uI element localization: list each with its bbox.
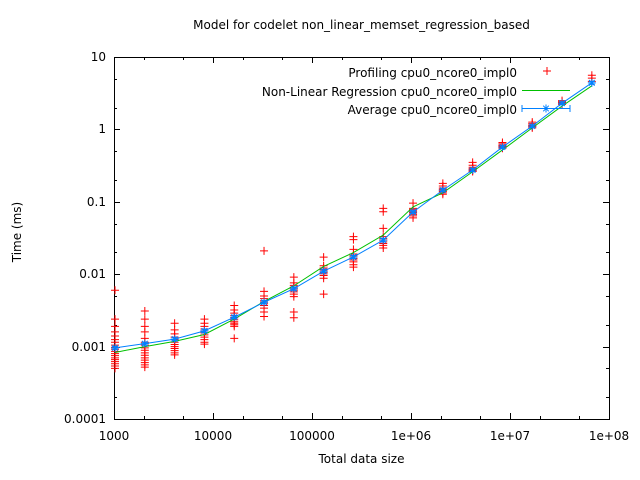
svg-text:0.0001: 0.0001 <box>64 412 106 426</box>
legend: Profiling cpu0_ncore0_impl0 Non-Linear R… <box>262 64 517 120</box>
x-axis-label: Total data size <box>318 452 405 466</box>
legend-item-regression: Non-Linear Regression cpu0_ncore0_impl0 <box>261 84 517 99</box>
svg-text:1e+06: 1e+06 <box>391 429 431 443</box>
svg-text:1000: 1000 <box>99 429 130 443</box>
chart-title: Model for codelet non_linear_memset_regr… <box>193 18 530 32</box>
legend-item-profiling: Profiling cpu0_ncore0_impl0 <box>348 66 517 80</box>
svg-text:1e+07: 1e+07 <box>490 429 530 443</box>
svg-text:1: 1 <box>98 122 106 136</box>
svg-text:0.001: 0.001 <box>72 340 106 354</box>
svg-text:100000: 100000 <box>289 429 335 443</box>
svg-text:1e+08: 1e+08 <box>589 429 629 443</box>
svg-text:0.1: 0.1 <box>87 195 106 209</box>
svg-text:10000: 10000 <box>194 429 232 443</box>
legend-item-average: Average cpu0_ncore0_impl0 <box>347 103 517 117</box>
svg-text:10: 10 <box>91 50 106 64</box>
svg-text:0.01: 0.01 <box>79 267 106 281</box>
